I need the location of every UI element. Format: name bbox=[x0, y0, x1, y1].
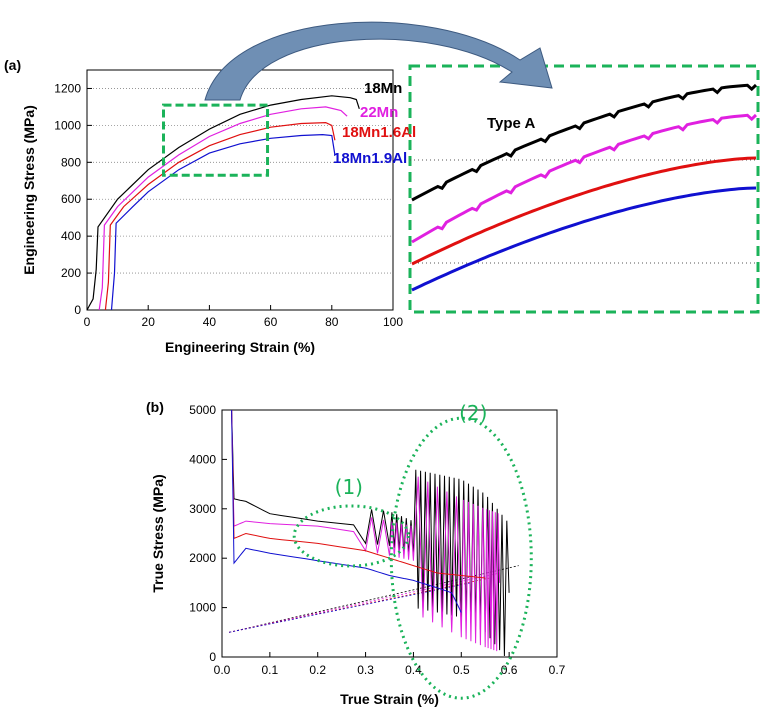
y-tick-label: 600 bbox=[61, 192, 81, 206]
x-tick-label: 0.6 bbox=[501, 663, 518, 677]
zoom-box bbox=[162, 103, 270, 177]
series-label-18Mn1.6Al: 18Mn1.6Al bbox=[342, 124, 416, 141]
region-1-ellipse bbox=[292, 504, 410, 568]
y-tick-label: 400 bbox=[61, 229, 81, 243]
series-line-18Mn1.6Al bbox=[231, 409, 486, 579]
zoom-panel-frame bbox=[408, 64, 760, 314]
x-tick-label: 20 bbox=[142, 315, 156, 329]
zoom-series-18Mn1.6Al bbox=[411, 156, 757, 266]
region-2-label: (2) bbox=[459, 401, 487, 425]
zoom-series-18Mn bbox=[411, 83, 758, 202]
x-tick-label: 0 bbox=[84, 315, 91, 329]
curved-arrow-shape bbox=[204, 21, 553, 101]
panel-a-label: (a) bbox=[4, 57, 21, 73]
series-line-18Mn bbox=[86, 95, 360, 311]
true-stress-strain-chart: 0.0 0.1 0.2 0.3 0.4 0.5 0.6 0.7 0 1000 2000 3000 400… bbox=[150, 401, 566, 707]
elastic-dotted-line bbox=[229, 582, 471, 633]
panel-b-label: (b) bbox=[146, 399, 164, 415]
engineering-stress-strain-chart: 0 20 40 60 80 100020040060080010001200Enginee… bbox=[21, 69, 416, 355]
series-label-18Mn: 18Mn bbox=[364, 80, 402, 97]
y-tick-label: 1200 bbox=[54, 81, 81, 95]
x-tick-label: 60 bbox=[264, 315, 278, 329]
y-tick-label: 4000 bbox=[189, 452, 216, 466]
series-line-18Mn1.9Al bbox=[231, 409, 462, 613]
series-line-22Mn bbox=[231, 409, 501, 652]
x-axis-title: Engineering Strain (%) bbox=[165, 339, 315, 355]
x-tick-label: 0.0 bbox=[214, 663, 231, 677]
y-axis-title: Engineering Stress (MPa) bbox=[21, 105, 37, 275]
zoom-series-18Mn1.9Al bbox=[411, 186, 757, 292]
series-line-22Mn bbox=[98, 106, 348, 311]
series-line-18Mn1.6Al bbox=[104, 121, 336, 311]
y-tick-label: 3000 bbox=[189, 502, 216, 516]
y-tick-label: 800 bbox=[61, 155, 81, 169]
x-tick-label: 100 bbox=[383, 315, 403, 329]
x-tick-label: 80 bbox=[325, 315, 339, 329]
region-2-ellipse bbox=[389, 416, 533, 700]
x-tick-label: 0.2 bbox=[309, 663, 326, 677]
x-axis-title: True Strain (%) bbox=[340, 691, 439, 707]
type-a-label: Type A bbox=[487, 115, 536, 132]
y-tick-label: 200 bbox=[61, 266, 81, 280]
x-tick-label: 0.3 bbox=[357, 663, 374, 677]
y-tick-label: 5000 bbox=[189, 403, 216, 417]
y-tick-label: 1000 bbox=[189, 601, 216, 615]
y-tick-label: 0 bbox=[209, 650, 216, 664]
x-tick-label: 0.7 bbox=[549, 663, 566, 677]
x-tick-label: 0.1 bbox=[262, 663, 279, 677]
elastic-dotted-line bbox=[229, 565, 519, 633]
zoomed-view-panel: Type A bbox=[408, 64, 760, 314]
series-line-18Mn1.9Al bbox=[110, 133, 336, 311]
series-label-22Mn: 22Mn bbox=[360, 104, 398, 121]
zoom-arrow bbox=[204, 21, 553, 101]
x-tick-label: 0.5 bbox=[453, 663, 470, 677]
region-1-label: (1) bbox=[335, 475, 363, 499]
y-tick-label: 2000 bbox=[189, 551, 216, 565]
x-tick-label: 0.4 bbox=[405, 663, 422, 677]
series-label-18Mn1.9Al: 18Mn1.9Al bbox=[333, 150, 407, 167]
zoom-series-22Mn bbox=[411, 113, 758, 244]
y-axis-title: True Stress (MPa) bbox=[150, 474, 166, 592]
plot-frame bbox=[221, 409, 558, 658]
y-tick-label: 0 bbox=[74, 303, 81, 317]
x-tick-label: 40 bbox=[203, 315, 217, 329]
y-tick-label: 1000 bbox=[54, 118, 81, 132]
